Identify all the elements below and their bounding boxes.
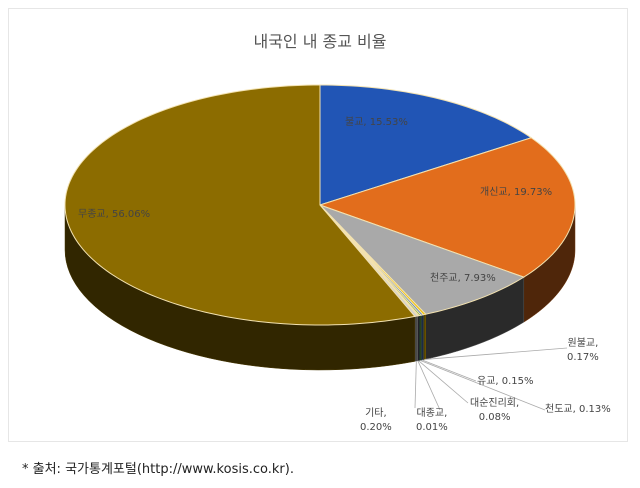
label-wonbuddhism: 원불교, 0.17% — [567, 338, 599, 363]
slice-불교 — [319, 84, 533, 206]
leader-line-대종교 — [417, 360, 441, 411]
source-note: * 출처: 국가통계포털(http://www.kosis.co.kr). — [22, 462, 294, 477]
slice-무종교 — [64, 84, 416, 326]
label-daejong: 대종교, 0.01% — [416, 408, 448, 433]
chart-title: 내국인 내 종교 비율 — [253, 32, 387, 51]
label-catholic: 천주교, 7.93% — [430, 273, 496, 284]
label-daesun: 대순진리회, 0.08% — [470, 398, 520, 423]
slice-천주교 — [319, 204, 525, 315]
slice-side-기타 — [414, 315, 419, 362]
slice-side-천도교 — [418, 314, 422, 361]
label-protestant: 개신교, 19.73% — [480, 187, 553, 198]
slice-side-유교 — [420, 314, 424, 361]
leader-line-원불교 — [424, 347, 568, 360]
leader-line-천도교 — [419, 359, 546, 411]
leader-line-유교 — [422, 359, 477, 382]
leader-line-기타 — [414, 361, 417, 409]
label-cheondoism: 천도교, 0.13% — [545, 404, 611, 415]
label-other: 기타, 0.20% — [360, 408, 392, 433]
slice-side-원불교 — [423, 313, 426, 361]
label-buddhism: 불교, 15.53% — [345, 117, 408, 128]
label-confucianism: 유교, 0.15% — [477, 376, 534, 387]
slice-개신교 — [318, 137, 576, 278]
label-none: 무종교, 56.06% — [78, 209, 151, 220]
leader-line-대순진리회 — [418, 360, 469, 404]
